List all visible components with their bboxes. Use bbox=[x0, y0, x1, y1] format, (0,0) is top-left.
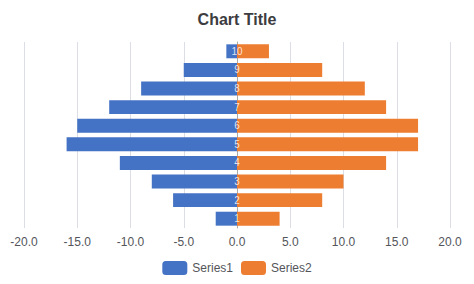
svg-text:9: 9 bbox=[234, 64, 240, 75]
svg-text:2: 2 bbox=[234, 195, 240, 206]
svg-text:5: 5 bbox=[234, 139, 240, 150]
svg-text:Chart Title: Chart Title bbox=[198, 11, 277, 28]
svg-text:Series2: Series2 bbox=[271, 261, 312, 275]
svg-text:10: 10 bbox=[231, 46, 243, 57]
svg-text:3: 3 bbox=[234, 176, 240, 187]
svg-text:20.0: 20.0 bbox=[438, 235, 462, 249]
svg-text:6: 6 bbox=[234, 120, 240, 131]
svg-text:0.0: 0.0 bbox=[229, 235, 246, 249]
svg-text:-5.0: -5.0 bbox=[173, 235, 194, 249]
svg-text:4: 4 bbox=[234, 157, 240, 168]
svg-text:1: 1 bbox=[234, 213, 240, 224]
svg-text:10.0: 10.0 bbox=[332, 235, 356, 249]
svg-text:-20.0: -20.0 bbox=[10, 235, 38, 249]
svg-text:15.0: 15.0 bbox=[385, 235, 409, 249]
svg-text:7: 7 bbox=[234, 102, 240, 113]
svg-text:-15.0: -15.0 bbox=[64, 235, 92, 249]
svg-text:5.0: 5.0 bbox=[282, 235, 299, 249]
svg-text:Series1: Series1 bbox=[192, 261, 233, 275]
svg-text:8: 8 bbox=[234, 83, 240, 94]
svg-text:-10.0: -10.0 bbox=[117, 235, 145, 249]
